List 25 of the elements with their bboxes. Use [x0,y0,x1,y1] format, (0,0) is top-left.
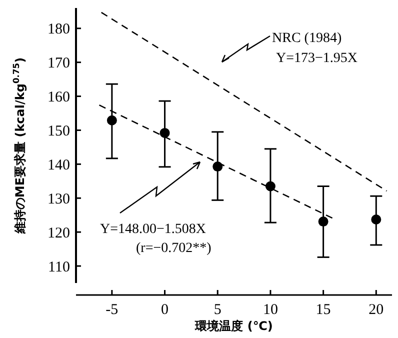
point [106,115,117,126]
annotation: Y=173−1.95X [276,51,358,66]
x-tick-label: 0 [161,302,169,318]
y-tick-label: 160 [48,90,70,106]
y-tick-label: 150 [48,123,70,140]
y-tick-label: 140 [48,157,70,174]
y-tick-label: 180 [48,22,70,38]
point [265,181,276,192]
annotation: Y=148.00−1.508X [100,222,206,237]
x-axis-title: 環境温度 (℃) [194,319,273,333]
annotation: (r=−0.702**) [136,241,212,256]
point [212,162,223,172]
y-tick-label: 170 [48,56,70,72]
annotation: NRC (1984) [272,31,342,46]
x-tick-label: -5 [106,302,118,318]
point [318,216,328,227]
y-tick-label: 130 [48,191,70,208]
point [371,214,382,225]
x-tick-label: 20 [368,302,384,318]
x-tick-label: 5 [214,302,222,318]
x-tick-label: 15 [316,302,331,318]
y-tick-label: 120 [48,225,70,242]
y-tick-label: 110 [48,259,70,276]
x-tick-label: 10 [262,302,278,318]
point [160,128,170,138]
